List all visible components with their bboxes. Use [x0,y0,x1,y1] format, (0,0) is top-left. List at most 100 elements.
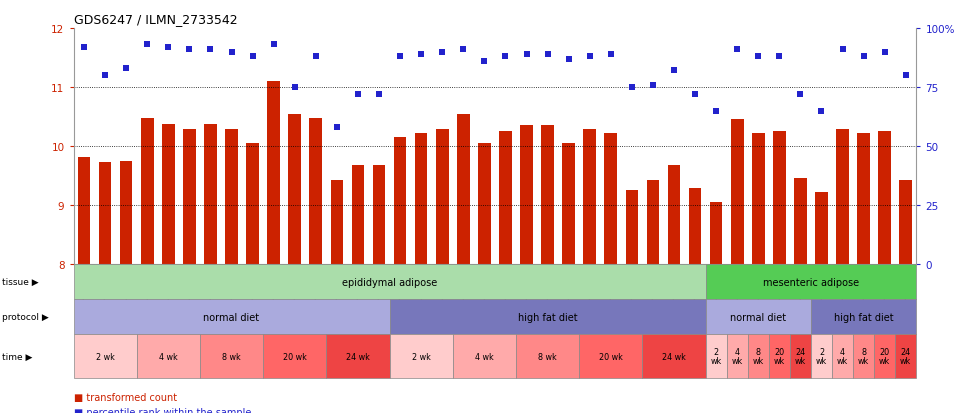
Bar [878,132,891,264]
Text: 2 wk: 2 wk [412,352,430,361]
Bar [769,335,790,378]
Point [119,66,134,72]
Point [139,42,155,49]
Point [287,84,303,91]
Bar [263,335,326,378]
Text: 24
wk: 24 wk [795,347,806,366]
Text: 2
wk: 2 wk [816,347,827,366]
Text: 20 wk: 20 wk [599,352,622,361]
Bar [583,130,596,264]
Text: 4
wk: 4 wk [837,347,848,366]
Point [245,54,261,60]
Bar [815,192,828,264]
Bar [390,299,706,335]
Bar [605,134,617,264]
Point [793,92,808,98]
Text: 2 wk: 2 wk [96,352,115,361]
Bar [541,126,554,264]
Bar [415,134,427,264]
Bar [896,335,916,378]
Text: high fat diet: high fat diet [834,312,894,322]
Bar [832,335,854,378]
Bar [352,166,365,264]
Bar [99,163,112,264]
Text: GDS6247 / ILMN_2733542: GDS6247 / ILMN_2733542 [74,13,237,26]
Bar [579,335,643,378]
Bar [836,130,849,264]
Bar [436,130,449,264]
Bar [326,335,390,378]
Point [856,54,871,60]
Bar [499,132,512,264]
Text: 4 wk: 4 wk [159,352,177,361]
Point [434,49,450,56]
Bar [874,335,896,378]
Bar [310,119,322,264]
Point [476,59,492,65]
Bar [706,264,916,299]
Bar [77,157,90,264]
Text: 24
wk: 24 wk [901,347,911,366]
Bar [204,124,217,264]
Point [498,54,514,60]
Text: 8
wk: 8 wk [858,347,869,366]
Text: 8 wk: 8 wk [222,352,241,361]
Bar [162,124,174,264]
Text: 8
wk: 8 wk [753,347,763,366]
Point [456,47,471,53]
Point [603,52,618,58]
Bar [706,335,727,378]
Point [266,42,281,49]
Text: 2
wk: 2 wk [710,347,721,366]
Bar [478,144,491,264]
Bar [141,119,154,264]
Point [729,47,745,53]
Text: normal diet: normal diet [204,312,260,322]
Point [350,92,366,98]
Text: 24 wk: 24 wk [346,352,369,361]
Bar [625,191,638,264]
Point [308,54,323,60]
Point [392,54,408,60]
Bar [900,181,912,264]
Bar [200,335,263,378]
Text: 4 wk: 4 wk [475,352,494,361]
Text: mesenteric adipose: mesenteric adipose [762,277,859,287]
Text: ■ transformed count: ■ transformed count [74,392,176,402]
Bar [394,138,407,264]
Point [540,52,556,58]
Bar [183,130,196,264]
Bar [647,181,660,264]
Bar [710,202,722,264]
Bar [752,134,764,264]
Point [582,54,598,60]
Bar [748,335,769,378]
Bar [74,335,137,378]
Point [561,56,576,63]
Text: 20 wk: 20 wk [283,352,307,361]
Point [181,47,197,53]
Bar [520,126,533,264]
Bar [74,299,390,335]
Bar [246,144,259,264]
Bar [689,189,702,264]
Point [518,52,534,58]
Text: 4
wk: 4 wk [732,347,743,366]
Bar [811,335,832,378]
Text: ■ percentile rank within the sample: ■ percentile rank within the sample [74,407,251,413]
Point [161,45,176,51]
Bar [811,299,916,335]
Bar [854,335,874,378]
Text: 20
wk: 20 wk [774,347,785,366]
Bar [727,335,748,378]
Text: normal diet: normal diet [730,312,786,322]
Bar [453,335,516,378]
Bar [563,144,575,264]
Point [835,47,851,53]
Bar [74,264,706,299]
Point [371,92,387,98]
Point [751,54,766,60]
Point [666,68,682,75]
Point [76,45,92,51]
Text: protocol ▶: protocol ▶ [2,313,49,321]
